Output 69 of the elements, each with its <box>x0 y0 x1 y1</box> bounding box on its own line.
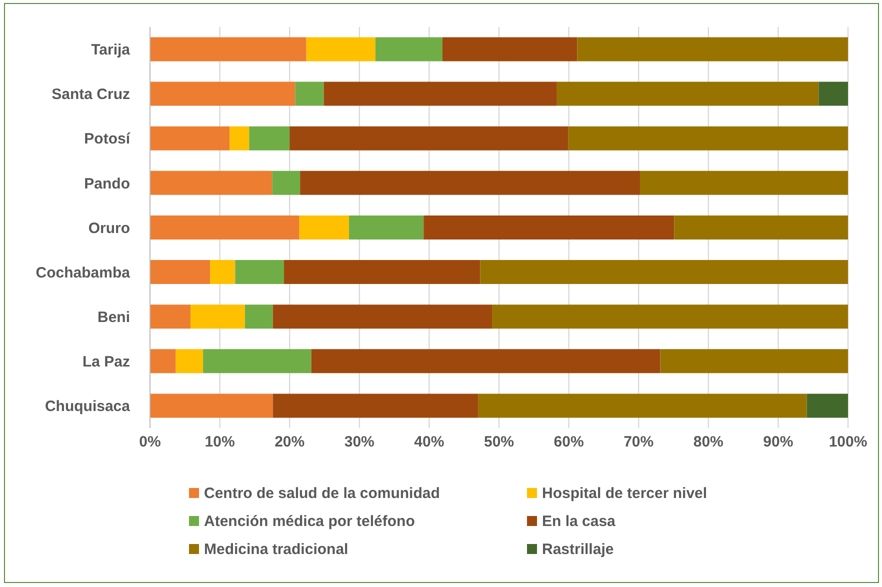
y-tick-label: Santa Cruz <box>52 86 130 104</box>
bar <box>442 37 578 62</box>
bar <box>806 394 848 418</box>
x-tick-label: 100% <box>828 434 868 451</box>
y-tick-label: Pando <box>84 175 130 192</box>
bar <box>272 394 478 418</box>
y-tick-label: Cochabamba <box>36 264 131 282</box>
x-tick-label: 70% <box>624 434 654 451</box>
bar <box>300 170 640 195</box>
bar <box>348 215 424 240</box>
bar <box>176 349 204 374</box>
bar <box>235 260 284 284</box>
bar <box>674 215 848 240</box>
bar <box>230 126 250 150</box>
y-tick-label: Oruro <box>88 220 130 237</box>
y-tick-label: Chuquisaca <box>44 398 131 416</box>
bar <box>272 304 492 329</box>
x-tick-label: 60% <box>554 434 584 451</box>
bar <box>203 349 312 374</box>
bar <box>306 37 376 62</box>
x-tick-label: 10% <box>204 434 235 451</box>
bar <box>150 260 210 284</box>
bar <box>210 260 236 284</box>
bar <box>249 126 290 150</box>
bar <box>577 37 848 62</box>
bar <box>424 215 674 240</box>
x-tick-label: 90% <box>763 434 794 451</box>
bar <box>568 126 848 150</box>
bar <box>311 349 660 374</box>
bar <box>244 304 273 329</box>
legend-label: Medicina tradicional <box>204 540 348 558</box>
bar <box>150 37 306 62</box>
bar <box>150 215 300 240</box>
x-tick-label: 40% <box>414 434 444 451</box>
legend-label: Atención médica por teléfono <box>204 512 415 530</box>
bar <box>375 37 442 62</box>
y-tick-label: Beni <box>97 308 130 326</box>
bar <box>150 304 190 329</box>
bar <box>295 82 324 106</box>
bar <box>272 170 300 195</box>
legend-label: Centro de salud de la comunidad <box>204 484 440 502</box>
bar <box>640 170 848 195</box>
y-tick-label: Tarija <box>91 42 131 59</box>
x-tick-label: 50% <box>484 434 514 451</box>
bar <box>478 394 807 418</box>
legend-label: Hospital de tercer nivel <box>542 484 708 502</box>
bar <box>492 304 848 329</box>
x-tick-label: 30% <box>344 434 374 451</box>
bar <box>150 394 273 418</box>
bar <box>556 82 819 106</box>
bar <box>284 260 480 284</box>
x-tick-label: 0% <box>139 434 161 451</box>
bar <box>299 215 349 240</box>
bar <box>150 82 296 106</box>
x-tick-label: 20% <box>274 434 305 451</box>
bar <box>818 82 848 106</box>
x-tick-label: 80% <box>693 434 724 451</box>
y-tick-label: La Paz <box>82 353 130 370</box>
bar <box>660 349 848 374</box>
bar <box>190 304 245 329</box>
legend-label: Rastrillaje <box>542 540 614 558</box>
bar <box>480 260 848 284</box>
bar <box>290 126 568 150</box>
bar <box>324 82 557 106</box>
bar <box>150 126 230 150</box>
bar <box>150 349 176 374</box>
y-tick-label: Potosí <box>84 130 131 148</box>
legend-label: En la casa <box>542 512 616 530</box>
bar <box>150 170 272 195</box>
